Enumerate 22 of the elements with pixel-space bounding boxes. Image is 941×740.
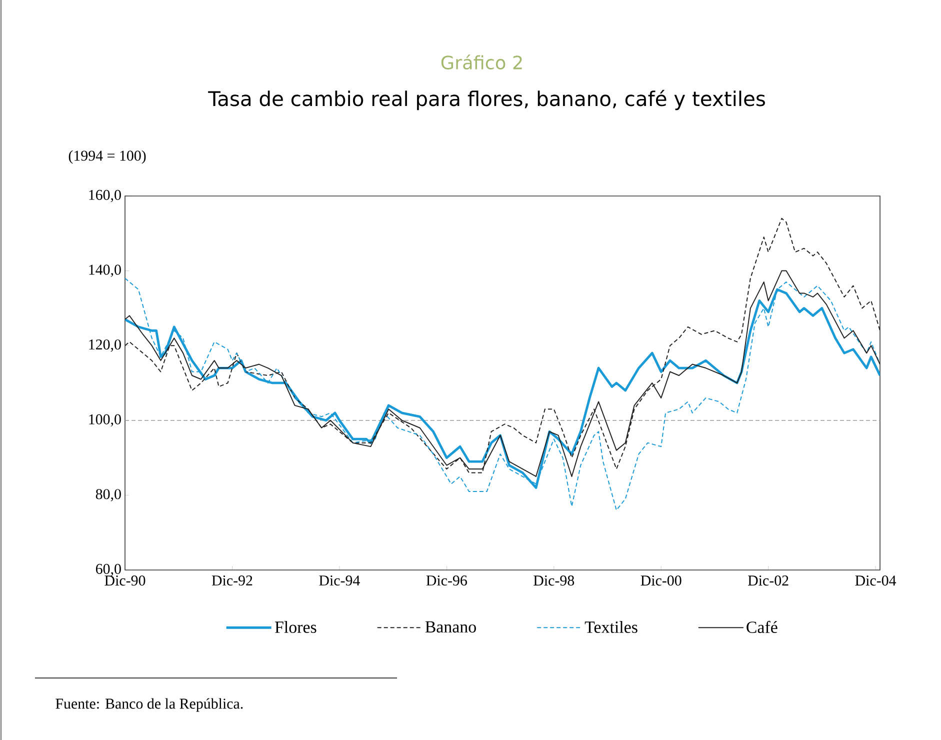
y-tick-label: 60,0 [96,564,121,576]
y-tick-label: 120,0 [89,339,121,352]
x-tick-label: Dic-94 [319,576,360,586]
x-tick-label: Dic-00 [640,576,682,586]
x-tick-label: Dic-98 [534,576,574,586]
legend-label: Banano [425,621,476,633]
legend-label: Café [746,620,778,634]
text: (1994 = 100) [68,150,146,164]
source-note: Fuente: Banco de la República. [56,698,243,712]
x-tick-label: Dic-92 [212,576,252,586]
x-tick-label: Dic-96 [426,576,467,586]
x-tick-label: Dic-02 [748,576,788,586]
y-tick-label: 100,0 [89,414,121,426]
chart-title: Gráfico 2 [441,54,522,70]
y-tick-label: 140,0 [89,264,121,277]
x-tick-label: Dic-04 [855,576,896,586]
y-tick-label: 80,0 [96,489,121,502]
x-tick-label: Dic-90 [104,576,146,586]
legend-label: Flores [275,621,316,633]
chart-subtitle: Tasa de cambio real para flores, banano, café y textiles [208,90,765,110]
legend-label: Textiles [584,621,638,633]
y-tick-label: 160,0 [89,190,121,202]
